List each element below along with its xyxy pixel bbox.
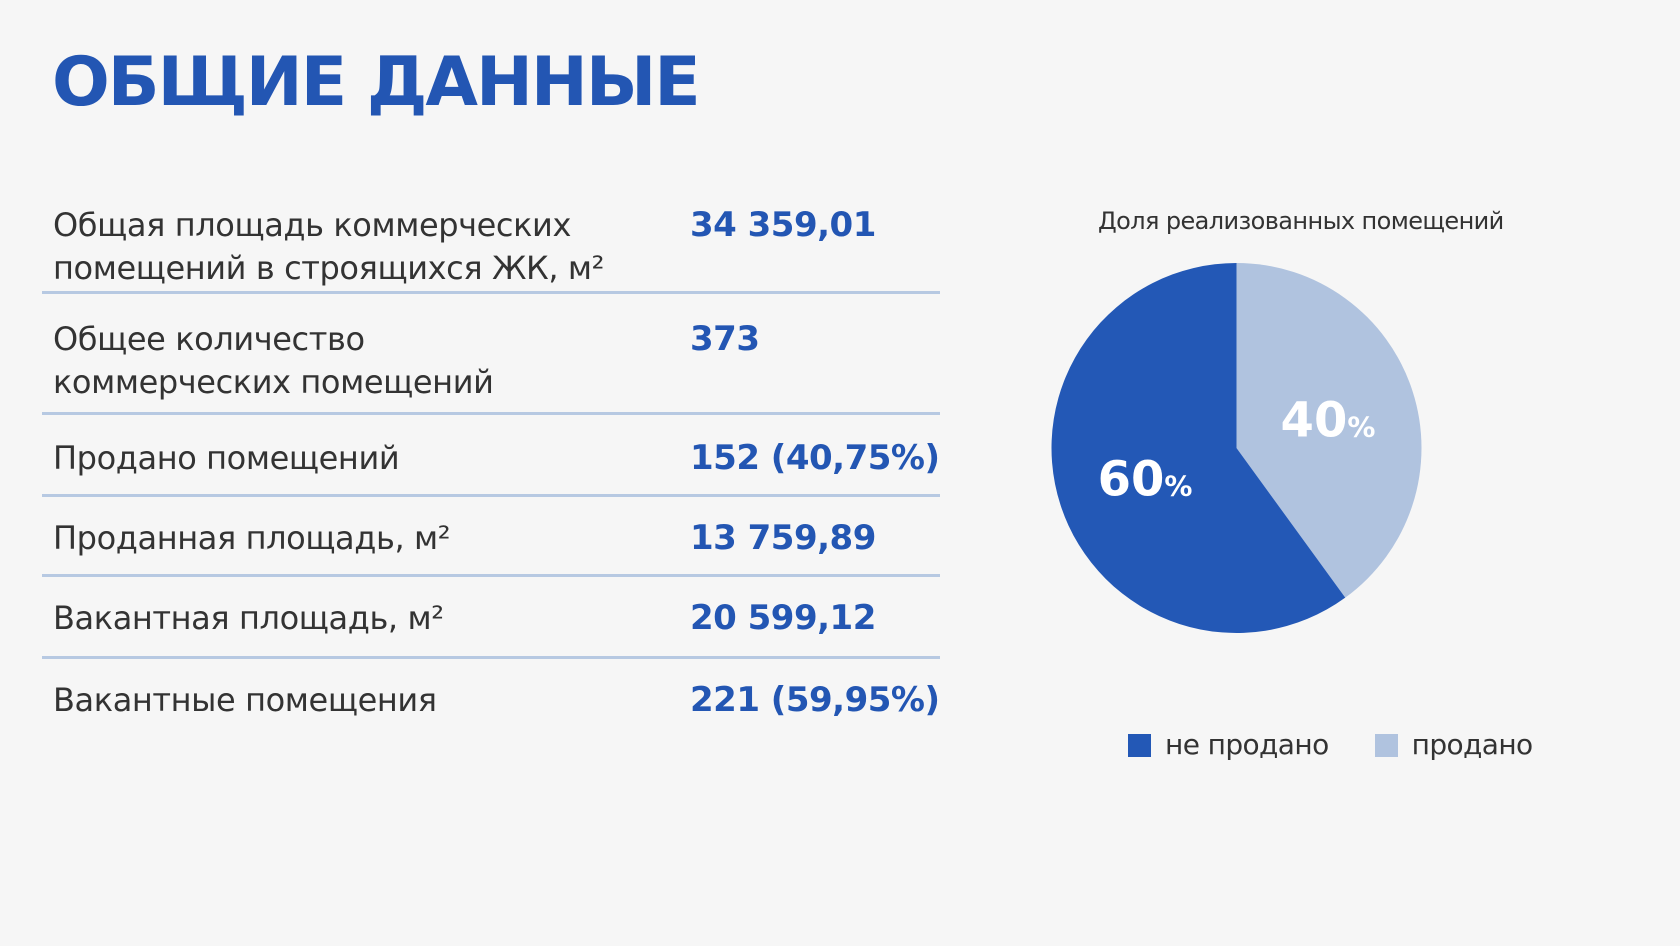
stat-row-total-area: Общая площадь коммерческих помещений в с… [42, 194, 940, 294]
stat-label: Общее количество коммерческих помещений [53, 320, 494, 401]
stat-label: Вакантная площадь, м² [53, 599, 444, 637]
pie-slice-sold [1236, 263, 1422, 598]
pie-chart: Доля реализованных помещений 40% 60% не п… [1051, 195, 1680, 795]
stat-value: 34 359,01 [690, 205, 876, 245]
stat-label: Общая площадь коммерческих помещений в с… [53, 206, 605, 287]
pie-chart-svg: 40% 60% [1051, 263, 1422, 633]
stat-label: Вакантные помещения [53, 681, 437, 719]
stat-row-total-count: Общее количество коммерческих помещений … [42, 294, 940, 415]
legend-item: продано [1374, 727, 1534, 763]
stat-value: 20 599,12 [690, 598, 876, 638]
stat-label: Продано помещений [53, 439, 400, 477]
pie-slice-value-label: 60% [1098, 452, 1193, 508]
stat-label: Проданная площадь, м² [53, 519, 451, 557]
legend-swatch [1128, 733, 1151, 757]
stat-row-sold-area: Проданная площадь, м² 13 759,89 [42, 497, 940, 577]
stat-value: 13 759,89 [690, 518, 876, 558]
pie-slice-not-sold [1051, 263, 1346, 633]
chart-legend: не продано продано [1128, 727, 1579, 763]
legend-label: не продано [1165, 728, 1329, 761]
legend-item: не продано [1128, 727, 1329, 763]
pie-slice-value-label: 40% [1281, 392, 1376, 448]
stat-row-vacant-count: Вакантные помещения 221 (59,95%) [42, 659, 940, 739]
stat-value: 221 (59,95%) [690, 680, 940, 720]
stat-value: 373 [690, 319, 760, 359]
stat-value: 152 (40,75%) [690, 438, 940, 478]
stat-row-vacant-area: Вакантная площадь, м² 20 599,12 [42, 577, 940, 659]
legend-label: продано [1411, 728, 1534, 761]
legend-swatch [1374, 733, 1398, 757]
chart-title: Доля реализованных помещений [1098, 207, 1504, 235]
stats-table: Общая площадь коммерческих помещений в с… [42, 194, 940, 739]
page-title: ОБЩИЕ ДАННЫЕ [52, 43, 701, 122]
stat-row-sold-count: Продано помещений 152 (40,75%) [42, 415, 940, 497]
